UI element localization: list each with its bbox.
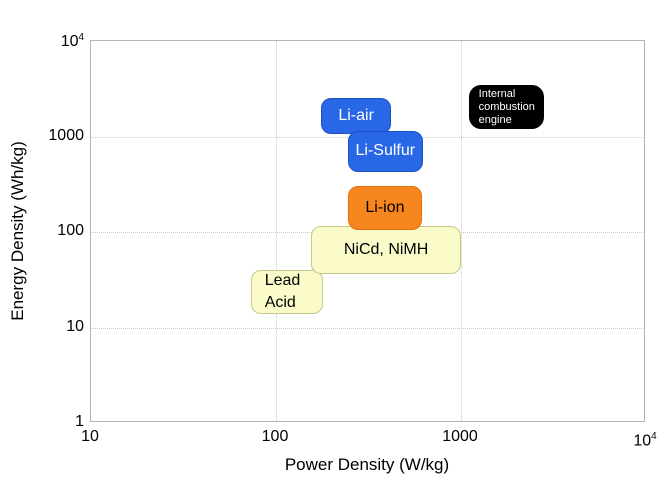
region-label-line: Li-air (338, 107, 374, 125)
region-label-line: combustion (478, 100, 535, 113)
region-label-line: NiCd, NiMH (343, 241, 429, 259)
gridline-x-100 (276, 41, 277, 421)
tick-exponent: 4 (78, 31, 84, 43)
region-li-ion: Li-ion (347, 185, 422, 230)
y-tick-1000: 1000 (48, 126, 84, 144)
y-tick-1: 1 (75, 413, 84, 430)
plot-area: Lead Acid NiCd, NiMH Li-ion Li-air Li-Sulfur I… (90, 40, 645, 422)
region-li-sulfur: Li-Sulfur (347, 130, 423, 172)
x-tick-1000: 1000 (442, 428, 478, 445)
region-label-line: engine (478, 113, 512, 126)
x-axis-title: Power Density (W/kg) (284, 455, 450, 474)
region-label-line: Lead (264, 271, 301, 289)
region-li-air: Li-air (320, 98, 392, 135)
region-lead-acid: Lead Acid (250, 270, 324, 314)
y-tick-10000: 104 (60, 31, 84, 51)
y-tick-100: 100 (57, 222, 84, 239)
region-internal-combustion-engine: Internal combustion engine (468, 85, 544, 129)
region-label-line: Internal (478, 87, 516, 100)
gridline-y-10 (91, 327, 644, 329)
region-label-line: Acid (264, 293, 296, 311)
y-axis-title: Energy Density (Wh/kg) (8, 141, 27, 321)
x-tick-10: 10 (81, 428, 99, 445)
tick-exponent: 4 (651, 431, 657, 442)
region-label-line: Li-Sulfur (355, 142, 416, 160)
region-label-line: Li-ion (365, 198, 405, 216)
region-nicd-nimh: NiCd, NiMH (311, 226, 461, 275)
y-tick-10: 10 (66, 317, 84, 335)
x-tick-10000: 104 (633, 431, 657, 450)
x-tick-100: 100 (261, 428, 289, 445)
gridline-x-1000 (461, 41, 462, 421)
